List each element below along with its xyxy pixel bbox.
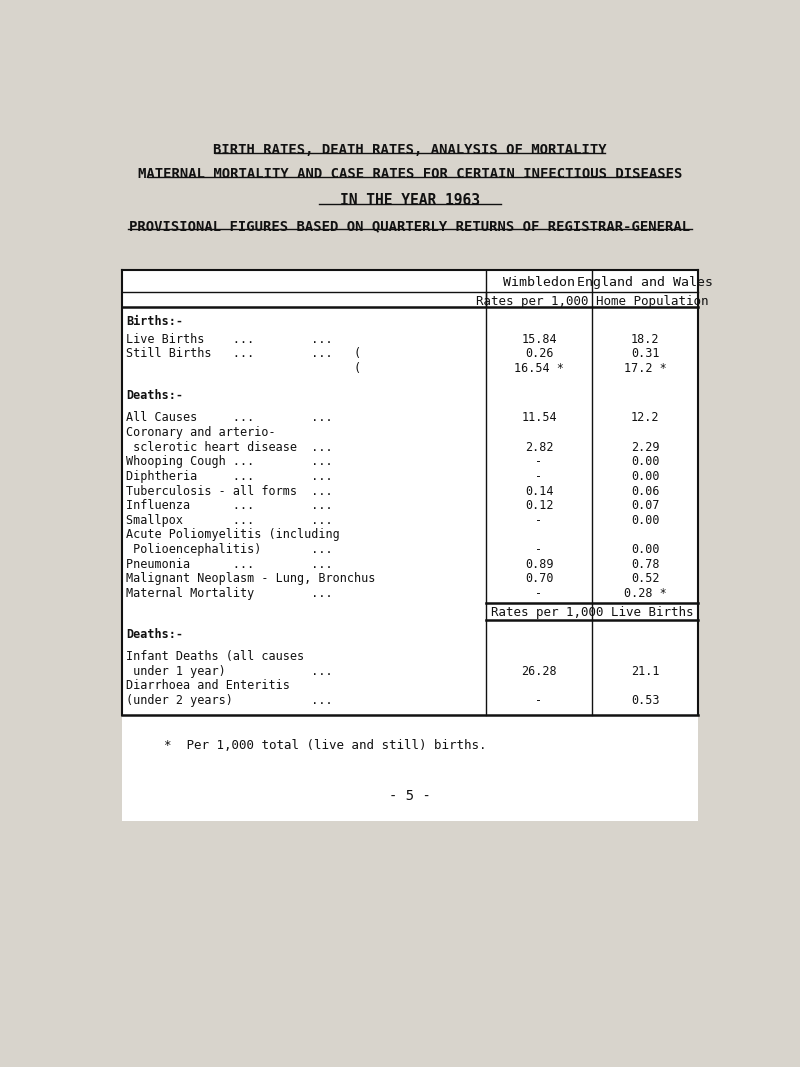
Text: 0.00: 0.00 <box>631 543 659 556</box>
Text: IN THE YEAR 1963: IN THE YEAR 1963 <box>340 193 480 208</box>
Text: Pneumonia      ...        ...: Pneumonia ... ... <box>126 558 333 571</box>
Text: 12.2: 12.2 <box>631 412 659 425</box>
Text: Smallpox       ...        ...: Smallpox ... ... <box>126 514 333 527</box>
Text: Diarrhoea and Enteritis: Diarrhoea and Enteritis <box>126 680 290 692</box>
Text: Live Births    ...        ...: Live Births ... ... <box>126 333 333 346</box>
Text: Rates per 1,000 Home Population: Rates per 1,000 Home Population <box>476 296 708 308</box>
Text: 0.00: 0.00 <box>631 514 659 527</box>
Text: - 5 -: - 5 - <box>389 790 431 803</box>
Text: 0.52: 0.52 <box>631 572 659 586</box>
Text: Births:-: Births:- <box>126 315 183 329</box>
Text: 0.06: 0.06 <box>631 484 659 497</box>
Text: 26.28: 26.28 <box>522 665 557 678</box>
Text: 0.31: 0.31 <box>631 348 659 361</box>
Text: 11.54: 11.54 <box>522 412 557 425</box>
Text: MATERNAL MORTALITY AND CASE RATES FOR CERTAIN INFECTIOUS DISEASES: MATERNAL MORTALITY AND CASE RATES FOR CE… <box>138 166 682 180</box>
Text: 0.26: 0.26 <box>525 348 554 361</box>
Text: Maternal Mortality        ...: Maternal Mortality ... <box>126 587 333 600</box>
Text: 0.00: 0.00 <box>631 456 659 468</box>
Text: 0.07: 0.07 <box>631 499 659 512</box>
Text: All Causes     ...        ...: All Causes ... ... <box>126 412 333 425</box>
Text: 0.89: 0.89 <box>525 558 554 571</box>
Text: (: ( <box>126 362 362 376</box>
Text: Whooping Cough ...        ...: Whooping Cough ... ... <box>126 456 333 468</box>
Bar <box>122 271 698 821</box>
Text: PROVISIONAL FIGURES BASED ON QUARTERLY RETURNS OF REGISTRAR-GENERAL: PROVISIONAL FIGURES BASED ON QUARTERLY R… <box>130 219 690 233</box>
Text: 0.70: 0.70 <box>525 572 554 586</box>
Text: Influenza      ...        ...: Influenza ... ... <box>126 499 333 512</box>
Text: 0.00: 0.00 <box>631 469 659 483</box>
Text: 0.78: 0.78 <box>631 558 659 571</box>
Text: Infant Deaths (all causes: Infant Deaths (all causes <box>126 650 305 663</box>
Text: 18.2: 18.2 <box>631 333 659 346</box>
Text: Acute Poliomyelitis (including: Acute Poliomyelitis (including <box>126 528 340 541</box>
Text: -: - <box>535 694 542 707</box>
Text: Coronary and arterio-: Coronary and arterio- <box>126 426 276 439</box>
Text: England and Wales: England and Wales <box>578 276 714 289</box>
Text: Tuberculosis - all forms  ...: Tuberculosis - all forms ... <box>126 484 333 497</box>
Text: 2.29: 2.29 <box>631 441 659 453</box>
Text: Rates per 1,000 Live Births: Rates per 1,000 Live Births <box>491 606 694 619</box>
Text: -: - <box>535 514 542 527</box>
Text: -: - <box>535 587 542 600</box>
Text: Malignant Neoplasm - Lung, Bronchus: Malignant Neoplasm - Lung, Bronchus <box>126 572 376 586</box>
Text: BIRTH RATES, DEATH RATES, ANALYSIS OF MORTALITY: BIRTH RATES, DEATH RATES, ANALYSIS OF MO… <box>213 143 607 158</box>
Text: Polioencephalitis)       ...: Polioencephalitis) ... <box>126 543 333 556</box>
Text: Diphtheria     ...        ...: Diphtheria ... ... <box>126 469 333 483</box>
Text: 0.12: 0.12 <box>525 499 554 512</box>
Text: Deaths:-: Deaths:- <box>126 627 183 641</box>
Text: Wimbledon: Wimbledon <box>503 276 575 289</box>
Text: under 1 year)            ...: under 1 year) ... <box>126 665 333 678</box>
Text: 0.28 *: 0.28 * <box>624 587 666 600</box>
Text: 2.82: 2.82 <box>525 441 554 453</box>
Text: (under 2 years)           ...: (under 2 years) ... <box>126 694 333 707</box>
Text: -: - <box>535 469 542 483</box>
Text: 0.14: 0.14 <box>525 484 554 497</box>
Text: 15.84: 15.84 <box>522 333 557 346</box>
Text: *  Per 1,000 total (live and still) births.: * Per 1,000 total (live and still) birth… <box>164 739 487 752</box>
Text: 21.1: 21.1 <box>631 665 659 678</box>
Text: 0.53: 0.53 <box>631 694 659 707</box>
Text: -: - <box>535 456 542 468</box>
Text: sclerotic heart disease  ...: sclerotic heart disease ... <box>126 441 333 453</box>
Text: Deaths:-: Deaths:- <box>126 389 183 402</box>
Text: 16.54 *: 16.54 * <box>514 362 564 376</box>
Text: Still Births   ...        ...   (: Still Births ... ... ( <box>126 348 362 361</box>
Text: 17.2 *: 17.2 * <box>624 362 666 376</box>
Text: -: - <box>535 543 542 556</box>
